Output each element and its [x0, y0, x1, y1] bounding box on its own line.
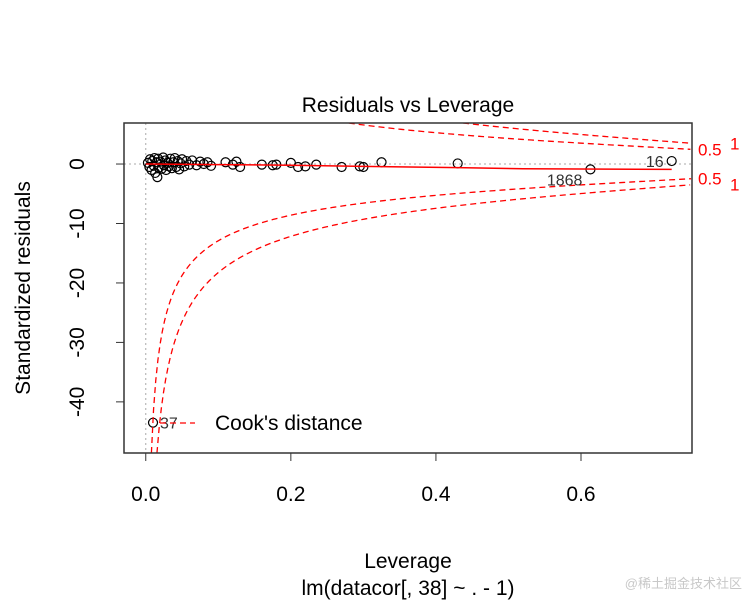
- x-tick-label: 0.0: [131, 483, 160, 506]
- cook-distance-contour: [462, 123, 692, 144]
- data-point: [666, 155, 677, 167]
- data-point: [231, 156, 242, 167]
- data-point: [205, 160, 217, 171]
- data-point: [165, 153, 176, 164]
- data-point: [202, 157, 213, 168]
- point-label: 37: [160, 416, 178, 433]
- data-point: [181, 155, 192, 167]
- data-point: [292, 161, 304, 173]
- data-point: [300, 161, 311, 172]
- plot-frame: [123, 122, 693, 454]
- data-point: [147, 155, 158, 167]
- data-point: [179, 161, 190, 172]
- x-tick-label: 0.6: [566, 483, 595, 506]
- cook-level-label: 0.5: [698, 140, 722, 159]
- cook-distance-contour: [348, 123, 691, 150]
- cook-level-label: 1: [730, 134, 739, 153]
- y-tick-label: 0: [66, 158, 89, 170]
- point-label: 1868: [547, 172, 583, 189]
- data-point: [160, 164, 172, 176]
- x-tick-label: 0.2: [276, 483, 305, 506]
- cook-level-label: 0.5: [698, 170, 722, 189]
- chart-title: Residuals vs Leverage: [302, 94, 514, 117]
- data-point: [452, 158, 463, 169]
- y-tick-label: -20: [66, 268, 89, 298]
- x-tick-label: 0.4: [421, 483, 451, 506]
- cook-distance-contour: [150, 178, 692, 453]
- cook-distance-contour: [156, 184, 691, 453]
- y-tick-label: -10: [66, 208, 89, 238]
- data-point: [220, 157, 231, 168]
- data-point: [376, 157, 387, 168]
- y-axis-label: Standardized residuals: [12, 181, 35, 395]
- cook-level-label: 1: [730, 176, 739, 195]
- y-tick-label: -40: [66, 387, 89, 417]
- data-point: [152, 172, 163, 183]
- point-label: 16: [646, 154, 664, 171]
- data-point: [336, 161, 347, 173]
- data-point: [311, 159, 322, 170]
- y-tick-label: -30: [66, 327, 89, 357]
- data-point: [234, 161, 246, 173]
- legend-label: Cook's distance: [215, 412, 363, 435]
- x-axis-label: Leverage: [364, 550, 452, 573]
- smooth-line: [145, 163, 672, 171]
- watermark: @稀土掘金技术社区: [624, 576, 742, 591]
- chart-subtitle: lm(datacor[, 38] ~ . - 1): [302, 577, 515, 600]
